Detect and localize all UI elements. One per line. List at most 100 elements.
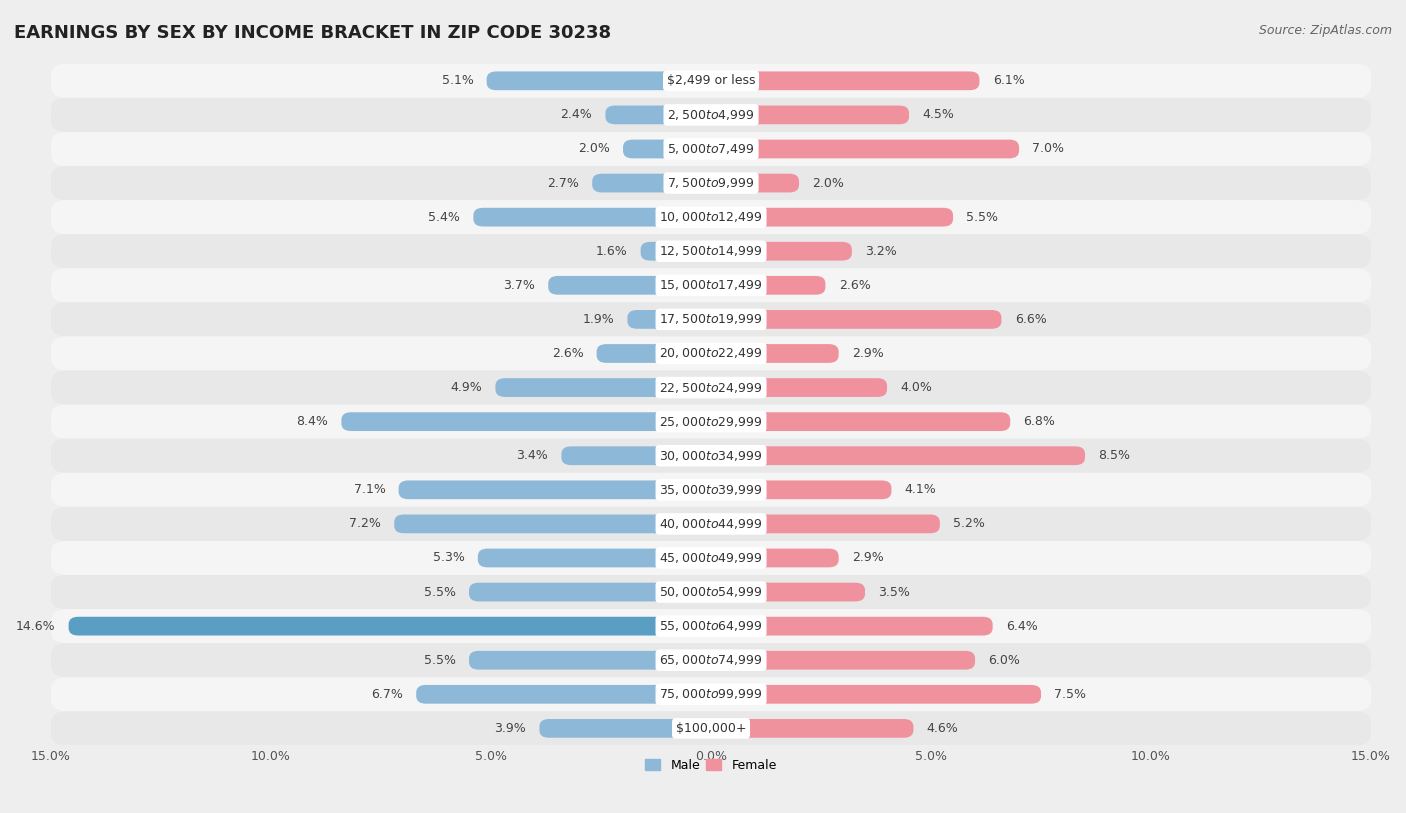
FancyBboxPatch shape	[711, 72, 980, 90]
Text: 4.0%: 4.0%	[900, 381, 932, 394]
Text: $35,000 to $39,999: $35,000 to $39,999	[659, 483, 763, 497]
Text: 2.0%: 2.0%	[813, 176, 844, 189]
Text: 5.5%: 5.5%	[423, 654, 456, 667]
FancyBboxPatch shape	[69, 617, 711, 636]
FancyBboxPatch shape	[592, 174, 711, 193]
Text: $65,000 to $74,999: $65,000 to $74,999	[659, 653, 763, 667]
Text: 7.2%: 7.2%	[349, 517, 381, 530]
Text: 6.4%: 6.4%	[1005, 620, 1038, 633]
Text: $55,000 to $64,999: $55,000 to $64,999	[659, 620, 763, 633]
Text: 7.1%: 7.1%	[353, 483, 385, 496]
Text: 2.6%: 2.6%	[551, 347, 583, 360]
FancyBboxPatch shape	[711, 583, 865, 602]
FancyBboxPatch shape	[641, 241, 711, 261]
Text: 8.4%: 8.4%	[297, 415, 328, 428]
FancyBboxPatch shape	[470, 583, 711, 602]
FancyBboxPatch shape	[711, 480, 891, 499]
Text: 2.6%: 2.6%	[838, 279, 870, 292]
Text: 3.2%: 3.2%	[865, 245, 897, 258]
Text: 14.6%: 14.6%	[15, 620, 55, 633]
Text: 4.6%: 4.6%	[927, 722, 959, 735]
FancyBboxPatch shape	[711, 140, 1019, 159]
FancyBboxPatch shape	[51, 268, 1371, 302]
FancyBboxPatch shape	[711, 651, 974, 670]
FancyBboxPatch shape	[51, 337, 1371, 371]
FancyBboxPatch shape	[540, 719, 711, 737]
FancyBboxPatch shape	[486, 72, 711, 90]
Text: 4.5%: 4.5%	[922, 108, 955, 121]
Text: $17,500 to $19,999: $17,500 to $19,999	[659, 312, 763, 326]
FancyBboxPatch shape	[51, 63, 1371, 98]
Text: 7.0%: 7.0%	[1032, 142, 1064, 155]
Text: 3.7%: 3.7%	[503, 279, 536, 292]
Text: 2.0%: 2.0%	[578, 142, 610, 155]
FancyBboxPatch shape	[51, 575, 1371, 609]
Text: $12,500 to $14,999: $12,500 to $14,999	[659, 244, 763, 259]
Text: $40,000 to $44,999: $40,000 to $44,999	[659, 517, 763, 531]
FancyBboxPatch shape	[342, 412, 711, 431]
FancyBboxPatch shape	[711, 719, 914, 737]
FancyBboxPatch shape	[51, 302, 1371, 337]
FancyBboxPatch shape	[51, 132, 1371, 166]
Text: 3.5%: 3.5%	[879, 585, 910, 598]
FancyBboxPatch shape	[711, 515, 939, 533]
FancyBboxPatch shape	[711, 446, 1085, 465]
Text: 1.6%: 1.6%	[596, 245, 627, 258]
FancyBboxPatch shape	[596, 344, 711, 363]
Text: 5.1%: 5.1%	[441, 74, 474, 87]
Text: $100,000+: $100,000+	[676, 722, 747, 735]
FancyBboxPatch shape	[474, 208, 711, 227]
FancyBboxPatch shape	[51, 609, 1371, 643]
Text: 4.1%: 4.1%	[904, 483, 936, 496]
Text: $50,000 to $54,999: $50,000 to $54,999	[659, 585, 763, 599]
Text: 5.3%: 5.3%	[433, 551, 464, 564]
FancyBboxPatch shape	[51, 439, 1371, 473]
FancyBboxPatch shape	[623, 140, 711, 159]
Text: 2.9%: 2.9%	[852, 551, 883, 564]
Text: 6.1%: 6.1%	[993, 74, 1025, 87]
Text: $45,000 to $49,999: $45,000 to $49,999	[659, 551, 763, 565]
Text: $75,000 to $99,999: $75,000 to $99,999	[659, 687, 763, 702]
FancyBboxPatch shape	[711, 617, 993, 636]
FancyBboxPatch shape	[399, 480, 711, 499]
Text: 5.5%: 5.5%	[423, 585, 456, 598]
Text: 5.5%: 5.5%	[966, 211, 998, 224]
FancyBboxPatch shape	[711, 241, 852, 261]
Text: $20,000 to $22,499: $20,000 to $22,499	[659, 346, 763, 360]
Text: 5.4%: 5.4%	[429, 211, 460, 224]
FancyBboxPatch shape	[711, 378, 887, 397]
FancyBboxPatch shape	[51, 643, 1371, 677]
FancyBboxPatch shape	[711, 685, 1040, 704]
FancyBboxPatch shape	[51, 677, 1371, 711]
FancyBboxPatch shape	[711, 174, 799, 193]
Text: $10,000 to $12,499: $10,000 to $12,499	[659, 210, 763, 224]
Text: 6.0%: 6.0%	[988, 654, 1021, 667]
Text: $15,000 to $17,499: $15,000 to $17,499	[659, 278, 763, 293]
FancyBboxPatch shape	[627, 310, 711, 328]
Text: Source: ZipAtlas.com: Source: ZipAtlas.com	[1258, 24, 1392, 37]
Text: 6.6%: 6.6%	[1015, 313, 1046, 326]
Text: $2,500 to $4,999: $2,500 to $4,999	[668, 108, 755, 122]
Text: $22,500 to $24,999: $22,500 to $24,999	[659, 380, 763, 394]
FancyBboxPatch shape	[51, 473, 1371, 506]
FancyBboxPatch shape	[548, 276, 711, 294]
FancyBboxPatch shape	[470, 651, 711, 670]
FancyBboxPatch shape	[51, 711, 1371, 746]
Text: $7,500 to $9,999: $7,500 to $9,999	[668, 176, 755, 190]
Text: 7.5%: 7.5%	[1054, 688, 1087, 701]
FancyBboxPatch shape	[711, 344, 838, 363]
Text: $25,000 to $29,999: $25,000 to $29,999	[659, 415, 762, 428]
FancyBboxPatch shape	[711, 208, 953, 227]
Text: 2.7%: 2.7%	[547, 176, 579, 189]
FancyBboxPatch shape	[51, 541, 1371, 575]
FancyBboxPatch shape	[51, 200, 1371, 234]
FancyBboxPatch shape	[416, 685, 711, 704]
Text: 4.9%: 4.9%	[450, 381, 482, 394]
FancyBboxPatch shape	[711, 276, 825, 294]
FancyBboxPatch shape	[394, 515, 711, 533]
FancyBboxPatch shape	[51, 166, 1371, 200]
Text: 2.4%: 2.4%	[561, 108, 592, 121]
FancyBboxPatch shape	[51, 98, 1371, 132]
Text: 3.4%: 3.4%	[516, 450, 548, 463]
FancyBboxPatch shape	[51, 506, 1371, 541]
